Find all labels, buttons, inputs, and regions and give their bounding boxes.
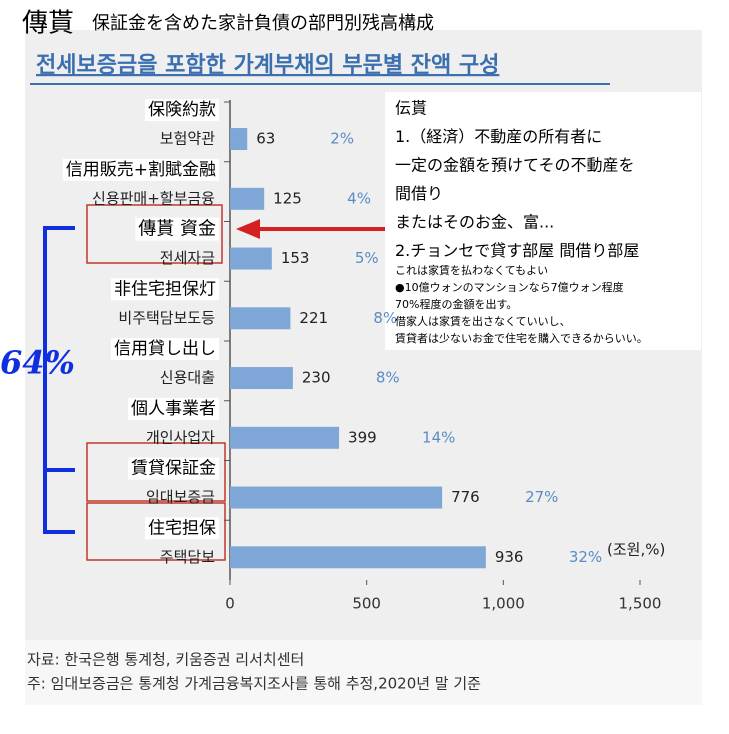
value-label: 221 (299, 309, 328, 327)
value-label: 230 (302, 369, 331, 387)
bar (230, 426, 340, 449)
y-tick-label: 신용판매+할부금융 (92, 189, 215, 207)
chart-title: 保証金を含めた家計負債の部門別残高構成 (92, 13, 434, 34)
annotation-line: またはそのお金、富... (395, 213, 554, 232)
y-tick-label: 신용대출 (160, 369, 215, 387)
highlight-box (86, 502, 226, 561)
value-label: 776 (451, 488, 480, 506)
category-note: 個人事業者 (131, 399, 216, 419)
value-label: 63 (256, 130, 275, 148)
category-note-background (145, 517, 219, 540)
category-note-background (111, 338, 219, 361)
bar (230, 247, 272, 270)
annotation-line: 一定の金額を預けてその不動産を (395, 156, 635, 175)
share-label: 5% (355, 249, 379, 267)
category-note-background (128, 457, 219, 480)
bar (230, 367, 293, 390)
y-tick-label: 개인사업자 (146, 428, 215, 446)
category-note-background (111, 278, 219, 301)
annotation-line: 2.チョンセで貸す部屋 間借り部屋 (395, 241, 639, 260)
annotation-note: 賃貸者は少ないお金で住宅を購入できるからいい。 (395, 331, 648, 345)
share-label: 27% (525, 488, 558, 506)
category-note-background (135, 217, 219, 241)
category-note: 信用販売+割賦金融 (66, 160, 216, 180)
value-label: 125 (273, 189, 302, 207)
y-tick-label: 전세자금 (160, 249, 215, 267)
x-tick-label: 0 (225, 595, 235, 613)
annotation-note: 借家人は家賃を出さなくていいし、 (395, 314, 571, 328)
share-label: 4% (347, 189, 371, 207)
category-note-background (128, 397, 219, 420)
annotation-line: 間借り (395, 184, 443, 203)
y-tick-label: 비주택담보도등 (118, 309, 215, 327)
y-tick-label: 보험약관 (160, 130, 215, 148)
bar (230, 187, 265, 210)
category-note: 保険約款 (148, 100, 216, 120)
value-label: 153 (281, 249, 310, 267)
source-line: 주: 임대보증금은 통계청 가계금융복지조사를 통해 추정,2020년 말 기준 (27, 675, 481, 693)
annotation-note: これは家賃を払わなくてもよい (395, 263, 548, 277)
bar (230, 546, 486, 569)
unit-label: (조원,%) (607, 541, 665, 559)
value-label: 399 (348, 428, 377, 446)
bracket-label: 64% (0, 344, 75, 382)
category-note: 傳貰 資金 (138, 219, 216, 240)
chart-subtitle: 전세보증금을 포함한 가계부채의 부문별 잔액 구성 (36, 53, 499, 78)
annotation-note: ●10億ウォンのマンションなら7億ウォン程度 (395, 280, 624, 294)
bar (230, 486, 443, 509)
source-background (25, 640, 702, 705)
x-tick-label: 1,500 (619, 595, 662, 613)
annotation-note: 70%程度の金額を出す。 (395, 297, 517, 311)
share-label: 32% (569, 548, 602, 566)
bar (230, 128, 248, 151)
title-emphasis: 傳貰 (22, 9, 74, 39)
source-line: 자료: 한국은행 통계청, 키움증권 리서치센터 (27, 651, 304, 669)
highlight-box (86, 204, 223, 264)
bracket (43, 226, 75, 534)
x-tick-label: 1,000 (482, 595, 525, 613)
share-label: 14% (422, 428, 455, 446)
category-note: 住宅担保 (148, 518, 216, 538)
y-tick-label: 주택담보 (160, 548, 215, 566)
annotation-box (385, 92, 701, 350)
share-label: 8% (376, 369, 400, 387)
x-tick-label: 500 (352, 595, 381, 613)
share-label: 2% (330, 130, 354, 148)
category-note-background (145, 99, 219, 122)
value-label: 936 (495, 548, 524, 566)
category-note-background (62, 158, 219, 181)
annotation-line: 1.（経済）不動産の所有者に (395, 127, 602, 146)
category-note: 非住宅担保灯 (114, 279, 216, 299)
highlight-box (86, 442, 226, 502)
category-note: 賃貸保証金 (131, 459, 216, 479)
y-tick-label: 임대보증금 (146, 488, 215, 506)
share-label: 8% (373, 309, 397, 327)
annotation-line: 伝貰 (395, 99, 427, 118)
bar (230, 307, 291, 330)
arrow-head (236, 219, 260, 239)
category-note: 信用貸し出し (114, 339, 216, 359)
